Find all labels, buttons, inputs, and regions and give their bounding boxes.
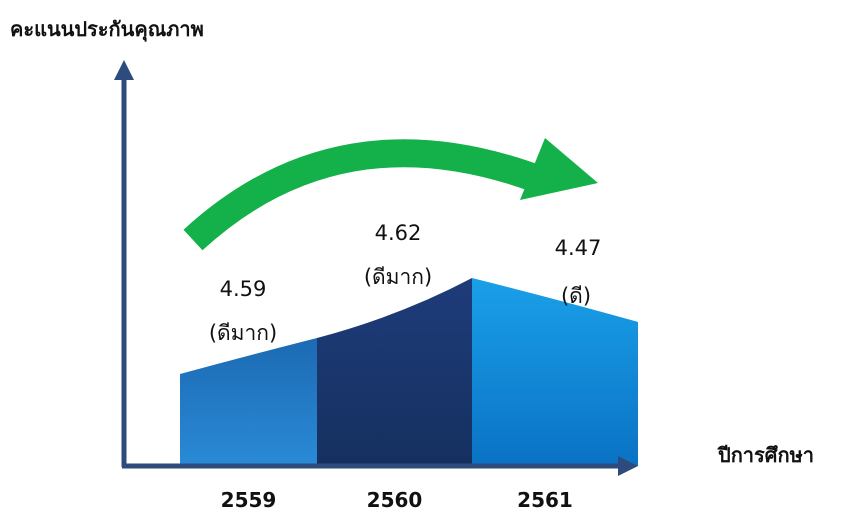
value-label-2559: 4.59 <box>220 277 267 301</box>
category-labels: 2559 2560 2561 <box>221 488 573 512</box>
area-layer <box>180 278 638 466</box>
level-label-2559: (ดีมาก) <box>209 321 277 345</box>
area-segment-2560 <box>317 278 472 466</box>
x-tick-2561: 2561 <box>517 488 573 512</box>
value-label-2561: 4.47 <box>555 236 602 260</box>
area-segment-2561 <box>472 278 638 466</box>
x-tick-2559: 2559 <box>221 488 277 512</box>
x-axis-title: ปีการศึกษา <box>717 443 814 467</box>
y-axis-title: คะแนนประกันคุณภาพ <box>10 17 204 42</box>
area-segment-2559 <box>180 338 317 466</box>
level-label-2561: (ดี) <box>561 284 591 308</box>
value-label-2560: 4.62 <box>375 221 422 245</box>
label-layer: 4.59 (ดีมาก) 4.62 (ดีมาก) 4.47 (ดี) <box>209 221 602 345</box>
trend-arrow <box>183 138 598 251</box>
x-tick-2560: 2560 <box>367 488 423 512</box>
level-label-2560: (ดีมาก) <box>364 265 432 289</box>
